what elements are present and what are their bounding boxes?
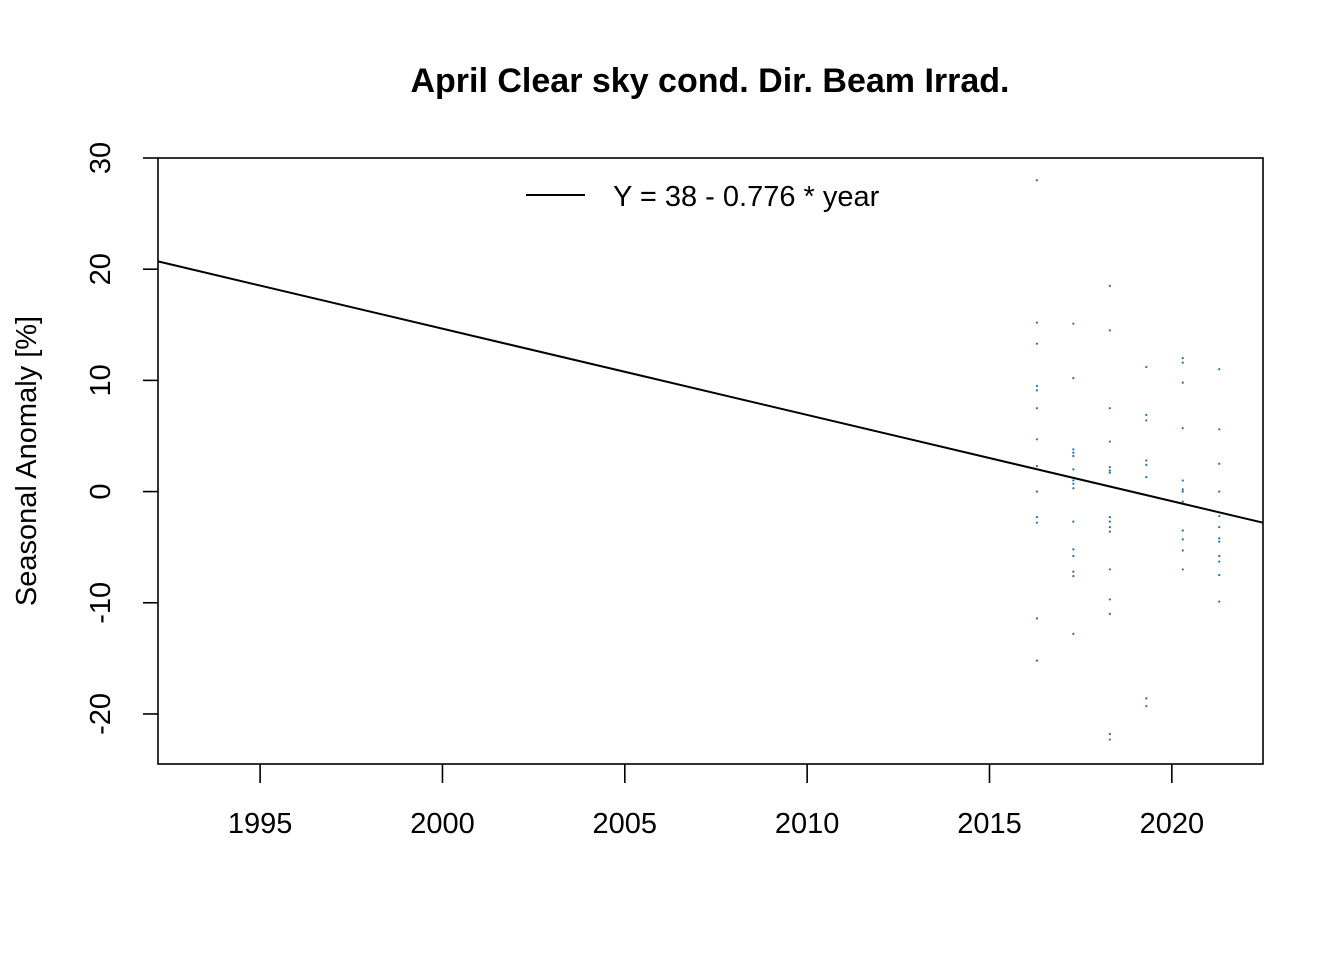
- x-tick-label: 2000: [410, 808, 475, 840]
- data-point: [1181, 490, 1184, 493]
- y-tick-label: 30: [85, 142, 117, 174]
- data-point: [1181, 479, 1184, 482]
- data-point: [1181, 500, 1184, 503]
- data-point: [1072, 487, 1075, 490]
- data-point: [1108, 738, 1111, 741]
- data-point: [1218, 600, 1221, 603]
- data-point: [1108, 732, 1111, 736]
- data-point: [1108, 516, 1111, 519]
- data-point: [1181, 357, 1184, 360]
- data-point: [1072, 322, 1075, 325]
- data-point: [1035, 179, 1038, 182]
- data-point: [1145, 413, 1148, 416]
- data-point: [1035, 464, 1038, 468]
- data-point: [1035, 516, 1038, 519]
- data-point: [1108, 598, 1111, 601]
- data-point: [1218, 514, 1221, 518]
- data-point: [1108, 568, 1111, 571]
- data-point: [1145, 697, 1148, 700]
- data-point: [1072, 479, 1075, 482]
- x-tick-label: 1995: [228, 808, 293, 840]
- data-point: [1218, 560, 1221, 563]
- data-point: [1181, 538, 1184, 541]
- x-axis: 1995 2000 2005 2010 2015 2020: [228, 764, 1204, 840]
- data-point: [1108, 329, 1111, 332]
- data-point: [1181, 361, 1184, 364]
- x-tick-label: 2005: [593, 808, 658, 840]
- data-point: [1072, 468, 1075, 471]
- data-point: [1035, 617, 1038, 620]
- x-tick-label: 2015: [957, 808, 1022, 840]
- data-point: [1108, 530, 1111, 533]
- data-point: [1218, 526, 1221, 529]
- y-tick-label: -10: [85, 582, 117, 624]
- plot-frame: [157, 157, 1264, 765]
- data-point: [1108, 520, 1111, 523]
- data-point: [1035, 521, 1038, 524]
- y-tick-label: -20: [85, 693, 117, 735]
- data-point: [1035, 389, 1038, 392]
- data-point: [1035, 342, 1038, 345]
- data-point: [1218, 537, 1221, 540]
- data-point: [1218, 573, 1221, 577]
- data-point: [1072, 548, 1075, 551]
- data-point: [1108, 440, 1111, 443]
- data-point: [1108, 612, 1111, 615]
- data-point: [1035, 490, 1038, 493]
- data-point: [1218, 540, 1221, 543]
- y-axis-label: Seasonal Anomaly [%]: [11, 316, 43, 606]
- data-point: [1072, 451, 1075, 454]
- data-point: [1145, 459, 1148, 462]
- data-point: [1072, 570, 1075, 573]
- data-point: [1218, 554, 1221, 558]
- scatter-points: [1035, 179, 1221, 741]
- data-point: [1218, 462, 1221, 465]
- data-point: [1072, 574, 1075, 578]
- data-point: [1181, 427, 1184, 430]
- y-tick-label: 10: [85, 364, 117, 396]
- data-point: [1218, 490, 1221, 493]
- data-point: [1181, 488, 1184, 491]
- y-tick-label: 0: [85, 484, 117, 500]
- data-point: [1072, 454, 1075, 458]
- data-point: [1035, 407, 1038, 410]
- data-point: [1181, 529, 1184, 532]
- data-point: [1145, 476, 1148, 479]
- data-point: [1145, 365, 1148, 369]
- data-point: [1145, 705, 1148, 708]
- legend: Y = 38 - 0.776 * year: [526, 181, 880, 213]
- data-point: [1072, 482, 1075, 485]
- data-point: [1181, 381, 1184, 384]
- data-point: [1035, 659, 1038, 662]
- data-point: [1145, 463, 1148, 466]
- data-point: [1072, 448, 1075, 451]
- data-point: [1072, 632, 1075, 636]
- data-point: [1108, 284, 1111, 287]
- data-point: [1108, 407, 1111, 410]
- x-tick-label: 2010: [775, 808, 840, 840]
- y-axis: -20 -10 0 10 20 30: [85, 142, 158, 735]
- data-point: [1108, 469, 1111, 472]
- trend-line: [157, 260, 1264, 524]
- data-point: [1181, 568, 1184, 571]
- data-point: [1035, 438, 1038, 441]
- data-point: [1108, 471, 1111, 474]
- data-point: [1181, 549, 1184, 552]
- data-point: [1218, 368, 1221, 371]
- data-point: [1145, 419, 1148, 422]
- data-point: [1108, 466, 1111, 469]
- data-point: [1108, 526, 1111, 529]
- data-point: [1072, 554, 1075, 558]
- data-point: [1218, 428, 1221, 431]
- data-point: [1072, 377, 1075, 380]
- data-point: [1072, 520, 1075, 523]
- y-tick-label: 20: [85, 253, 117, 285]
- chart-title: April Clear sky cond. Dir. Beam Irrad.: [410, 62, 1009, 100]
- x-tick-label: 2020: [1140, 808, 1205, 840]
- data-point: [1035, 384, 1038, 388]
- legend-entry: Y = 38 - 0.776 * year: [613, 181, 880, 213]
- data-point: [1035, 321, 1038, 324]
